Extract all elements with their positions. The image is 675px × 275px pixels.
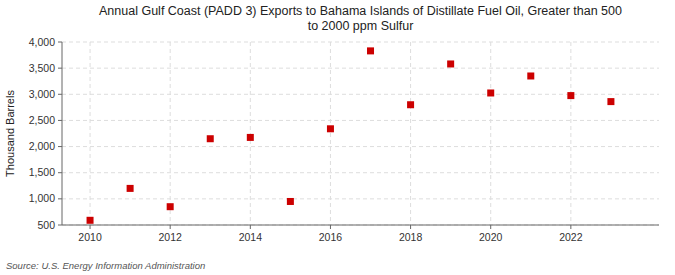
y-tick [58, 198, 62, 199]
point [327, 125, 334, 132]
x-tick [570, 225, 571, 229]
x-tick-label: 2014 [239, 231, 263, 243]
y-axis-label: Thousand Barrels [4, 90, 16, 177]
point [87, 217, 94, 224]
y-tick-label: 2,000 [29, 140, 55, 152]
grid-line-y [62, 146, 659, 147]
source: Source: U.S. Energy Information Administ… [6, 260, 205, 271]
grid-line-x [410, 42, 411, 225]
title-line: to 2000 ppm Sulfur [308, 19, 414, 33]
y-tick [58, 42, 62, 43]
x-tick-label: 2018 [399, 231, 423, 243]
y-tick [58, 146, 62, 147]
point [247, 134, 254, 141]
point [167, 203, 174, 210]
y-tick [58, 94, 62, 95]
x-tick-label: 2012 [159, 231, 183, 243]
y-tick-label: 3,500 [29, 62, 55, 74]
point [207, 135, 214, 142]
grid-line-x [330, 42, 331, 225]
y-tick [58, 225, 62, 226]
y-tick-label: 3,000 [29, 88, 55, 100]
grid-line-y [62, 225, 659, 226]
x-tick-label: 2022 [559, 231, 583, 243]
grid [62, 42, 659, 225]
grid-line-y [62, 198, 659, 199]
grid-line-y [62, 42, 659, 43]
x-tick [490, 225, 491, 229]
y-tick [58, 172, 62, 173]
x-tick [410, 225, 411, 229]
x-tick [170, 225, 171, 229]
y-tick-label: 1,500 [29, 166, 55, 178]
grid-line-y [62, 120, 659, 121]
point [127, 185, 134, 192]
grid-line-y [62, 68, 659, 69]
y-axis-line [62, 42, 63, 225]
grid-line-x [90, 42, 91, 225]
grid-line-y [62, 172, 659, 173]
point [367, 47, 374, 54]
x-tick-label: 2020 [479, 231, 503, 243]
grid-line-x [250, 42, 251, 225]
x-axis-line [62, 225, 659, 226]
y-tick-label: 500 [37, 219, 55, 231]
point [287, 198, 294, 205]
y-tick-label: 2,500 [29, 114, 55, 126]
x-tick [330, 225, 331, 229]
x-tick-label: 2016 [319, 231, 343, 243]
point [487, 89, 494, 96]
chart: Annual Gulf Coast (PADD 3) Exports to Ba… [0, 0, 675, 275]
x-tick [90, 225, 91, 229]
title: Annual Gulf Coast (PADD 3) Exports to Ba… [99, 4, 622, 33]
points [87, 47, 615, 223]
point [407, 101, 414, 108]
x-tick [250, 225, 251, 229]
y-tick [58, 68, 62, 69]
grid-line-x [570, 42, 571, 225]
point [567, 92, 574, 99]
point [447, 60, 454, 67]
y-tick-label: 1,000 [29, 192, 55, 204]
grid-line-x [170, 42, 171, 225]
x-tick-label: 2010 [78, 231, 102, 243]
title-line: Annual Gulf Coast (PADD 3) Exports to Ba… [99, 4, 622, 18]
y-tick [58, 120, 62, 121]
grid-line-x [490, 42, 491, 225]
point [607, 98, 614, 105]
point [527, 72, 534, 79]
y-tick-label: 4,000 [29, 36, 55, 48]
